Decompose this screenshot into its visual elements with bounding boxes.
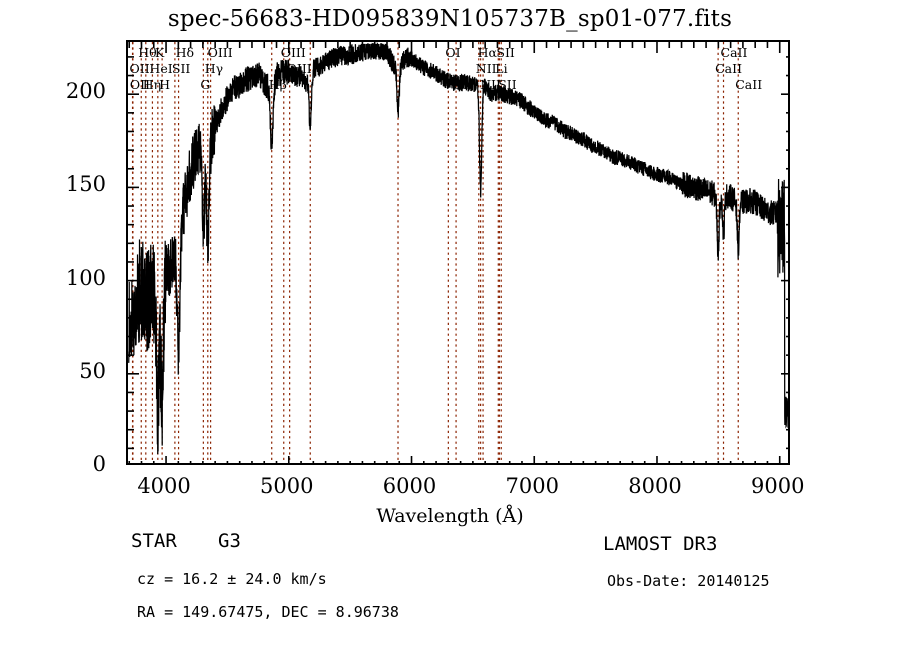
- x-tick-4000: 4000: [137, 474, 191, 498]
- line-label-NII-6583: NII: [480, 77, 501, 92]
- axis-tick-layer: [128, 42, 788, 463]
- line-label-SII-6716: SII: [496, 45, 515, 60]
- x-tick-9000: 9000: [750, 474, 805, 498]
- x-tick-5000: 5000: [260, 474, 314, 498]
- survey-label: LAMOST DR3: [603, 533, 718, 555]
- line-label-H-4340: Hγ: [204, 61, 224, 76]
- x-tick-6000: 6000: [382, 474, 437, 498]
- line-label-OIII-5007: OIII: [286, 61, 312, 76]
- line-label-H-3835: Hη: [142, 77, 162, 92]
- line-label-OII-3730: OII: [129, 77, 151, 92]
- line-label-OIII-4363: OIII: [207, 45, 233, 60]
- line-label-Li-6707: Li: [495, 61, 508, 76]
- line-label-OIII-4959: OIII: [280, 45, 306, 60]
- coordinates-label: RA = 149.67475, DEC = 8.96738: [137, 603, 399, 621]
- line-label-OI-6300: OI: [445, 45, 461, 60]
- line-label-CaII-8498: CaII: [715, 61, 743, 76]
- redshift-velocity-label: cz = 16.2 ± 24.0 km/s: [137, 570, 327, 588]
- x-tick-8000: 8000: [628, 474, 682, 498]
- plot-canvas: [128, 42, 788, 463]
- spectrum-trace: [128, 42, 788, 455]
- y-tick-0: 0: [92, 452, 106, 476]
- observation-date-label: Obs-Date: 20140125: [607, 572, 770, 590]
- x-tick-7000: 7000: [505, 474, 559, 498]
- line-label-SII-4072: SII: [171, 61, 191, 76]
- line-label-OI-6363: OI: [453, 77, 469, 92]
- line-label-G-4304: G: [200, 77, 211, 92]
- x-axis-label: Wavelength (Å): [376, 505, 524, 527]
- line-label-NII-6548: NII: [475, 61, 497, 76]
- y-tick-200: 200: [65, 79, 106, 104]
- line-label-H-6563: Hα: [477, 45, 497, 60]
- plot-area: [126, 40, 790, 465]
- y-tick-150: 150: [65, 172, 106, 197]
- line-label-H-3968: H: [159, 77, 171, 92]
- line-label-SII-6731: SII: [498, 77, 517, 92]
- line-label-H-4102: Hδ: [175, 45, 194, 60]
- page-title: spec-56683-HD095839N105737B_sp01-077.fit…: [167, 6, 733, 32]
- line-label-H-3798: Hθ: [138, 45, 157, 60]
- object-type-label: STAR: [131, 530, 177, 552]
- line-label-CaII-8542: CaII: [720, 45, 748, 60]
- spectral-class-label: G3: [218, 530, 241, 552]
- y-tick-50: 50: [79, 358, 106, 383]
- line-label-OII-3727: OII: [129, 61, 150, 76]
- line-label-H-4861: Hβ: [268, 77, 287, 92]
- y-tick-100: 100: [65, 265, 106, 290]
- line-label-K-3933: K: [154, 45, 165, 60]
- line-label-HeI-3889: HeI: [149, 61, 173, 76]
- line-label-CaII-8662: CaII: [735, 77, 763, 92]
